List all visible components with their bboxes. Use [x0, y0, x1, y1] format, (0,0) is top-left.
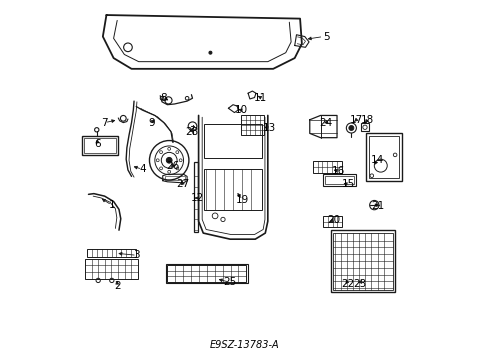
- Text: 25: 25: [223, 277, 236, 287]
- Text: 28: 28: [184, 127, 198, 136]
- Text: 12: 12: [191, 193, 204, 203]
- Text: 2: 2: [114, 281, 120, 291]
- Text: 4: 4: [139, 164, 145, 174]
- Text: 23: 23: [353, 279, 366, 289]
- Text: 9: 9: [148, 118, 154, 128]
- Text: 16: 16: [331, 166, 345, 176]
- Text: 22: 22: [341, 279, 354, 289]
- Bar: [87, 249, 136, 257]
- Text: 26: 26: [166, 161, 179, 171]
- Text: 21: 21: [371, 201, 384, 211]
- Bar: [241, 116, 264, 135]
- Bar: [323, 174, 355, 186]
- Bar: [330, 230, 394, 292]
- Text: 6: 6: [94, 139, 101, 149]
- Bar: [82, 136, 117, 155]
- Circle shape: [166, 157, 172, 163]
- Text: 5: 5: [323, 32, 329, 41]
- Text: 7: 7: [101, 118, 108, 128]
- Bar: [204, 125, 262, 158]
- Text: 13: 13: [263, 123, 276, 133]
- Text: 1: 1: [108, 200, 115, 210]
- Bar: [361, 123, 368, 131]
- Bar: [167, 265, 246, 282]
- Text: 20: 20: [326, 215, 339, 225]
- Bar: [368, 136, 398, 178]
- Text: 14: 14: [370, 155, 383, 165]
- Text: 24: 24: [318, 118, 331, 128]
- Text: 27: 27: [176, 179, 189, 189]
- Bar: [333, 233, 392, 290]
- Bar: [204, 169, 262, 211]
- Text: 17: 17: [349, 115, 362, 125]
- Text: 11: 11: [253, 93, 267, 103]
- Text: 15: 15: [341, 179, 354, 189]
- Text: 8: 8: [160, 93, 167, 103]
- Text: 3: 3: [133, 250, 140, 260]
- Bar: [366, 134, 401, 181]
- Bar: [193, 162, 198, 232]
- Bar: [165, 264, 247, 283]
- Circle shape: [348, 126, 353, 131]
- Text: 19: 19: [236, 195, 249, 205]
- Bar: [83, 138, 116, 153]
- Bar: [322, 216, 342, 227]
- Text: 18: 18: [360, 115, 373, 125]
- Text: 10: 10: [234, 105, 247, 115]
- Bar: [164, 176, 184, 180]
- Bar: [324, 176, 353, 184]
- Bar: [85, 259, 138, 279]
- Text: E9SZ-13783-A: E9SZ-13783-A: [209, 340, 279, 350]
- Circle shape: [208, 51, 211, 54]
- Bar: [312, 161, 341, 173]
